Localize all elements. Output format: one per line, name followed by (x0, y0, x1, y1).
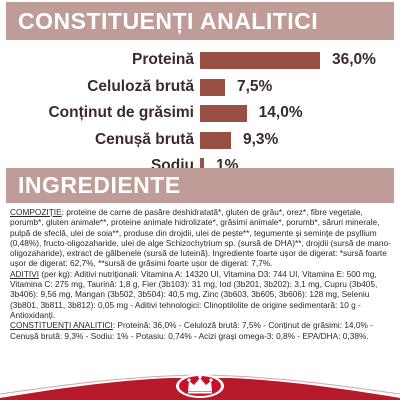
additives-label: ADITIVI (10, 268, 40, 279)
analytics-row-label: Proteină (131, 51, 194, 68)
analytics-row: Celuloză brută 7,5% (0, 76, 400, 98)
analytics-row-value: 9,3% (243, 130, 279, 148)
royal-canin-crown-logo (176, 374, 224, 398)
ingredients-text-block: COMPOZIȚIE: proteine de carne de pasăre … (10, 207, 395, 341)
constituents-text: : Proteină: 36,0% - Celuloză brută: 7,5%… (10, 320, 373, 341)
composition-text: : proteine de carne de pasăre deshidrata… (10, 207, 391, 269)
analytics-row: Conținut de grăsimi 14,0% (0, 102, 400, 124)
analytics-row-label: Celuloză brută (87, 77, 194, 95)
analytics-row-bar (200, 105, 247, 122)
constituents-paragraph: CONSTITUENȚI ANALITICI: Proteină: 36,0% … (10, 320, 395, 341)
ingredients-section-title: INGREDIENTE (6, 168, 394, 203)
composition-label: COMPOZIȚIE (10, 207, 62, 217)
analytics-row-value: 14,0% (258, 104, 303, 121)
analytics-row: Cenușă brută 9,3% (0, 129, 400, 151)
analytics-row-value: 36,0% (332, 51, 376, 68)
analytics-row-bar (200, 158, 204, 175)
constituents-label: CONSTITUENȚI ANALITICI (10, 320, 113, 331)
analytics-row-value: 7,5% (237, 77, 273, 95)
analytics-row: Proteină 36,0% (0, 49, 400, 71)
analytics-row-label: Cenușă brută (94, 130, 194, 148)
additives-paragraph: ADITIVI (per kg): Aditivi nutriționali: … (10, 269, 395, 320)
analytics-section-title: CONSTITUENȚI ANALITICI (6, 2, 394, 40)
analytics-row-bar (200, 52, 320, 69)
analytics-row-label: Conținut de grăsimi (48, 104, 194, 121)
analytics-row-bar (200, 131, 231, 149)
composition-paragraph: COMPOZIȚIE: proteine de carne de pasăre … (10, 207, 395, 269)
analytics-row-bar (200, 78, 225, 96)
additives-text: (per kg): Aditivi nutriționali: Vitamina… (10, 268, 378, 320)
